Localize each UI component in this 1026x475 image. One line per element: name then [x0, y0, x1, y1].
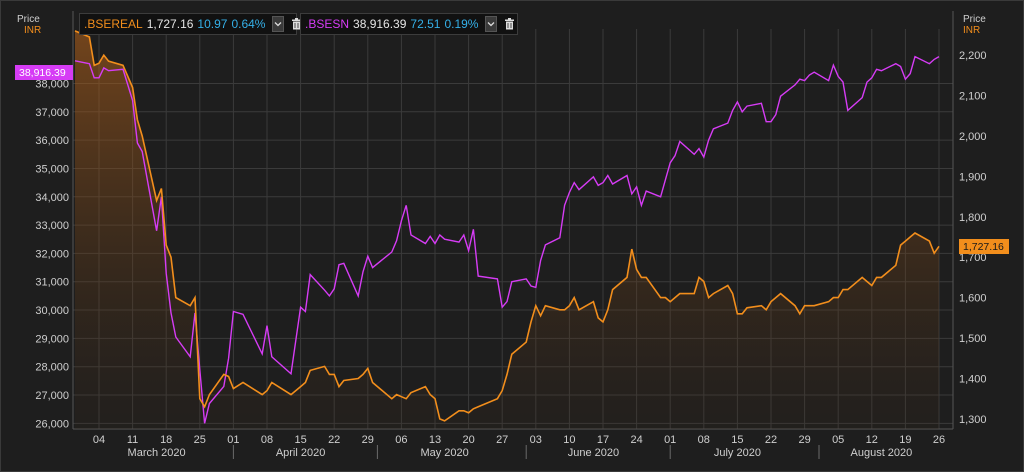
- left-price-badge: 38,916.39: [15, 65, 73, 80]
- x-tick-label: 27: [496, 434, 508, 446]
- right-tick-label: 2,000: [959, 131, 987, 143]
- chevron-down-icon[interactable]: [272, 16, 285, 32]
- legend-item-bsereal[interactable]: .BSEREAL 1,727.16 10.97 0.64%: [79, 13, 302, 35]
- left-tick-label: 35,000: [35, 163, 69, 175]
- x-tick-label: 18: [160, 434, 172, 446]
- left-tick-label: 36,000: [35, 135, 69, 147]
- right-axis-head-price: Price: [963, 14, 986, 25]
- left-axis-head-unit: INR: [24, 25, 41, 36]
- left-tick-label: 38,000: [35, 78, 69, 90]
- trash-icon[interactable]: [504, 17, 515, 31]
- x-axis: 04 11 18 25 01 08 15 22 29 06 13 20 27 03 10 17 24 01 08 15…: [93, 434, 945, 446]
- right-tick-label: 1,400: [959, 373, 987, 385]
- month-label: March 2020: [128, 447, 186, 459]
- x-tick-label: 04: [93, 434, 105, 446]
- right-price-badge-text: 1,727.16: [963, 241, 1004, 253]
- left-tick-label: 27,000: [35, 390, 69, 402]
- legend-value: 38,916.39: [353, 17, 407, 31]
- left-tick-label: 37,000: [35, 107, 69, 119]
- right-axis: 1,300 1,400 1,500 1,600 1,700 1,800 1,900 2,000…: [959, 50, 987, 426]
- x-tick-label: 01: [664, 434, 676, 446]
- right-tick-label: 1,300: [959, 414, 987, 426]
- series-line-bsereal: [74, 30, 940, 422]
- month-label: June 2020: [568, 447, 619, 459]
- left-tick-label: 31,000: [35, 277, 69, 289]
- month-axis: March 2020 April 2020 May 2020 June 2020 Jul…: [128, 447, 913, 459]
- right-tick-label: 2,100: [959, 91, 987, 103]
- chevron-down-icon[interactable]: [485, 16, 498, 32]
- x-tick-label: 08: [698, 434, 710, 446]
- x-tick-label: 22: [765, 434, 777, 446]
- legend-pct: 0.19%: [444, 17, 479, 31]
- right-axis-head-unit: INR: [963, 25, 980, 36]
- legend-item-bsesn[interactable]: .BSESN 38,916.39 72.51 0.19%: [300, 13, 518, 35]
- left-tick-label: 32,000: [35, 248, 69, 260]
- left-tick-label: 34,000: [35, 192, 69, 204]
- right-tick-label: 1,800: [959, 212, 987, 224]
- left-price-badge-text: 38,916.39: [19, 67, 66, 79]
- x-tick-label: 26: [933, 434, 945, 446]
- x-tick-label: 10: [563, 434, 575, 446]
- right-tick-label: 1,700: [959, 252, 987, 264]
- left-tick-label: 33,000: [35, 220, 69, 232]
- x-tick-label: 29: [798, 434, 810, 446]
- x-tick-label: 01: [227, 434, 239, 446]
- legend-pct: 0.64%: [231, 17, 266, 31]
- x-tick-label: 19: [899, 434, 911, 446]
- x-tick-label: 25: [194, 434, 206, 446]
- x-tick-label: 03: [530, 434, 542, 446]
- left-tick-label: 29,000: [35, 333, 69, 345]
- legend-change: 10.97: [197, 17, 228, 31]
- x-tick-label: 22: [328, 434, 340, 446]
- right-tick-label: 1,600: [959, 293, 987, 305]
- bsereal-area-fill: [75, 30, 939, 430]
- series-lines: [74, 30, 940, 424]
- left-axis-head-price: Price: [17, 14, 40, 25]
- x-tick-label: 29: [362, 434, 374, 446]
- x-tick-label: 05: [832, 434, 844, 446]
- month-separators: [232, 445, 820, 459]
- legend-change: 72.51: [410, 17, 441, 31]
- series-line-bsesn: [74, 55, 940, 424]
- x-tick-label: 20: [462, 434, 474, 446]
- left-tick-label: 26,000: [35, 418, 69, 430]
- x-tick-label: 24: [630, 434, 642, 446]
- x-tick-label: 12: [866, 434, 878, 446]
- x-tick-label: 11: [127, 434, 138, 446]
- right-price-badge: 1,727.16: [959, 239, 1009, 254]
- trash-icon[interactable]: [291, 17, 302, 31]
- bsereal-area: [75, 30, 939, 430]
- legend-value: 1,727.16: [146, 17, 194, 31]
- right-tick-label: 1,500: [959, 333, 987, 345]
- x-tick-label: 08: [261, 434, 273, 446]
- legend-name: .BSESN: [305, 17, 350, 31]
- right-tick-label: 1,900: [959, 171, 987, 183]
- month-label: July 2020: [714, 447, 761, 459]
- month-label: May 2020: [420, 447, 468, 459]
- x-tick-label: 17: [597, 434, 609, 446]
- left-axis: 26,000 27,000 28,000 29,000 30,000 31,000 32,0…: [35, 78, 69, 430]
- x-tick-label: 15: [294, 434, 306, 446]
- left-tick-label: 30,000: [35, 305, 69, 317]
- x-tick-label: 13: [429, 434, 441, 446]
- left-tick-label: 28,000: [35, 362, 69, 374]
- month-label: August 2020: [851, 447, 913, 459]
- month-label: April 2020: [276, 447, 326, 459]
- x-tick-label: 06: [395, 434, 407, 446]
- right-tick-label: 2,200: [959, 50, 987, 62]
- legend-name: .BSEREAL: [84, 17, 143, 31]
- x-tick-label: 15: [731, 434, 743, 446]
